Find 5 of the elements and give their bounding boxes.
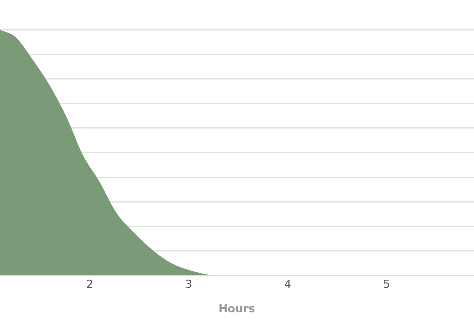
x-axis-title: Hours	[218, 302, 256, 316]
x-tick-label: 5	[383, 278, 390, 292]
x-tick-label: 2	[86, 278, 94, 292]
x-tick-label: 3	[186, 278, 193, 292]
x-tick-label: 4	[284, 278, 292, 292]
